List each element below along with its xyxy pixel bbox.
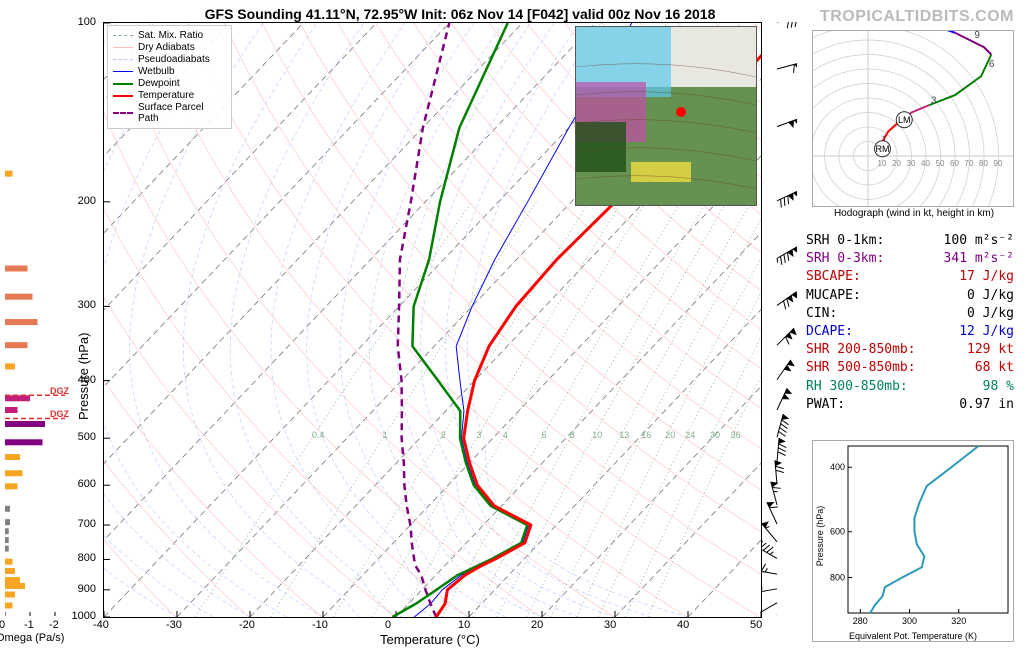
omega-xlabel: Omega (Pa/s)	[0, 632, 64, 644]
svg-text:20: 20	[665, 430, 675, 440]
svg-text:RM: RM	[876, 144, 890, 154]
inset-map	[575, 26, 757, 206]
omega-panel: DGZ DGZ	[5, 22, 65, 616]
chart-title: GFS Sounding 41.11°N, 72.95°W Init: 06z …	[160, 6, 760, 22]
svg-text:6: 6	[989, 59, 995, 70]
svg-text:70: 70	[965, 159, 974, 168]
svg-text:10: 10	[878, 159, 887, 168]
svg-text:3: 3	[477, 430, 482, 440]
svg-text:30: 30	[710, 430, 720, 440]
svg-text:2: 2	[441, 430, 446, 440]
svg-text:0.4: 0.4	[312, 430, 325, 440]
svg-text:13: 13	[619, 430, 629, 440]
svg-text:36: 36	[731, 430, 741, 440]
svg-text:Pressure (hPa): Pressure (hPa)	[815, 506, 825, 567]
svg-text:8: 8	[570, 430, 575, 440]
dgz-label-top: DGZ	[50, 386, 69, 396]
svg-text:800: 800	[830, 573, 845, 583]
svg-text:300: 300	[902, 616, 917, 626]
svg-text:30: 30	[907, 159, 916, 168]
svg-text:50: 50	[936, 159, 945, 168]
svg-text:4: 4	[503, 430, 508, 440]
svg-text:400: 400	[830, 462, 845, 472]
svg-text:80: 80	[979, 159, 988, 168]
svg-text:600: 600	[830, 527, 845, 537]
svg-text:9: 9	[974, 31, 980, 41]
svg-text:6: 6	[541, 430, 546, 440]
svg-text:1: 1	[383, 430, 388, 440]
svg-text:40: 40	[921, 159, 930, 168]
hodograph-panel: 10203040506070809012369LMRM	[812, 30, 1014, 207]
skewt-xlabel: Temperature (°C)	[380, 632, 480, 647]
svg-text:LM: LM	[898, 115, 911, 125]
dgz-label-bot: DGZ	[50, 409, 69, 419]
hodograph-title: Hodograph (wind in kt, height in km)	[814, 208, 1014, 219]
skewt-legend: Sat. Mix. RatioDry AdiabatsPseudoadiabat…	[107, 25, 232, 129]
svg-text:60: 60	[950, 159, 959, 168]
svg-text:280: 280	[853, 616, 868, 626]
svg-text:Equivalent Pot. Temperature (K: Equivalent Pot. Temperature (K)	[849, 631, 977, 641]
wind-barbs	[762, 22, 797, 616]
thetae-panel: 280 300 320 400 600 800 Equivalent Pot. Temper…	[812, 440, 1014, 642]
svg-text:24: 24	[685, 430, 695, 440]
watermark: TROPICALTIDBITS.COM	[820, 8, 1014, 26]
svg-text:3: 3	[931, 95, 937, 106]
svg-text:320: 320	[951, 616, 966, 626]
svg-text:10: 10	[592, 430, 602, 440]
sounding-parameters: SRH 0-1km: 100 m²s⁻²SRH 0-3km: 341 m²s⁻²…	[806, 232, 1014, 414]
svg-text:90: 90	[994, 159, 1003, 168]
svg-text:16: 16	[641, 430, 651, 440]
svg-text:20: 20	[892, 159, 901, 168]
